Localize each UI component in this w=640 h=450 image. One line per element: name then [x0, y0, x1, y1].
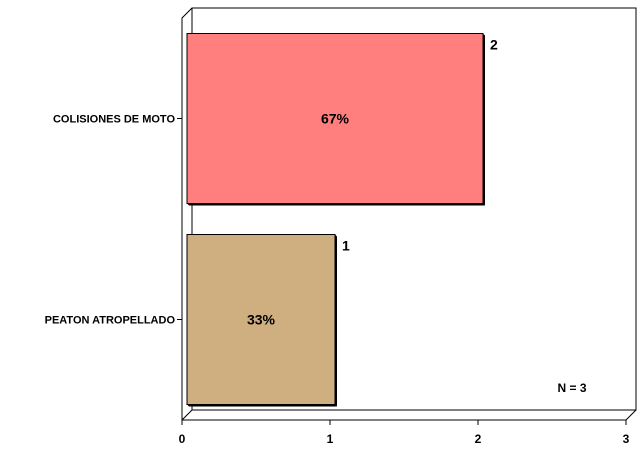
category-label: COLISIONES DE MOTO: [53, 114, 175, 126]
bar-percent-label: 33%: [247, 312, 276, 328]
bar-1: 67% 2: [186, 33, 498, 206]
bars-group: 67% 2 33% 1: [186, 33, 498, 407]
bar-face: [186, 234, 336, 405]
x-tick-label: 0: [179, 432, 186, 446]
x-axis-ticks: 0 1 2 3: [179, 420, 630, 446]
plot-side-wall: [181, 7, 193, 422]
category-axis: COLISIONES DE MOTO PEATON ATROPELLADO: [45, 114, 182, 327]
bar-value-label: 2: [490, 37, 498, 53]
x-tick-label: 2: [475, 432, 482, 446]
bar-2: 33% 1: [186, 234, 350, 407]
bar-value-label: 1: [342, 238, 350, 254]
category-label: PEATON ATROPELLADO: [45, 315, 176, 327]
plot-floor: [182, 409, 637, 421]
sample-size-annotation: N = 3: [557, 381, 586, 395]
x-tick-label: 1: [327, 432, 334, 446]
x-tick-label: 3: [623, 432, 630, 446]
bar-percent-label: 67%: [321, 111, 350, 127]
bar-face: [186, 33, 484, 204]
